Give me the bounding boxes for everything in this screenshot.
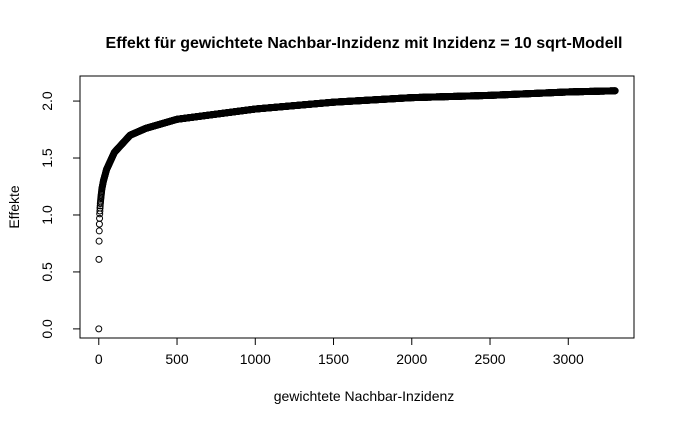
x-tick-label: 1000 xyxy=(240,351,271,367)
y-tick-label: 0.0 xyxy=(39,319,55,339)
data-point xyxy=(96,214,104,222)
data-point xyxy=(95,220,103,228)
data-point xyxy=(95,227,103,235)
data-points xyxy=(95,87,619,333)
data-point xyxy=(95,325,103,333)
data-point xyxy=(95,255,103,263)
x-tick-label: 0 xyxy=(95,351,103,367)
x-tick-label: 2000 xyxy=(396,351,427,367)
y-axis-label: Effekte xyxy=(6,185,22,229)
y-tick-label: 1.0 xyxy=(39,205,55,225)
x-tick-label: 500 xyxy=(165,351,189,367)
y-tick-label: 2.0 xyxy=(39,91,55,111)
x-tick-label: 1500 xyxy=(318,351,349,367)
data-point xyxy=(95,237,103,245)
data-point xyxy=(96,207,104,215)
x-axis-label: gewichtete Nachbar-Inzidenz xyxy=(274,388,455,404)
y-tick-label: 1.5 xyxy=(39,148,55,168)
data-point xyxy=(611,87,619,95)
x-tick-label: 2500 xyxy=(474,351,505,367)
chart-title: Effekt für gewichtete Nachbar-Inzidenz m… xyxy=(106,35,623,52)
y-tick-label: 0.5 xyxy=(39,262,55,282)
x-axis: 0 500 1000 1500 2000 2500 3000 xyxy=(95,337,584,367)
x-tick-label: 3000 xyxy=(553,351,584,367)
y-axis: 0.0 0.5 1.0 1.5 2.0 xyxy=(39,91,81,339)
plot-box xyxy=(79,75,635,339)
